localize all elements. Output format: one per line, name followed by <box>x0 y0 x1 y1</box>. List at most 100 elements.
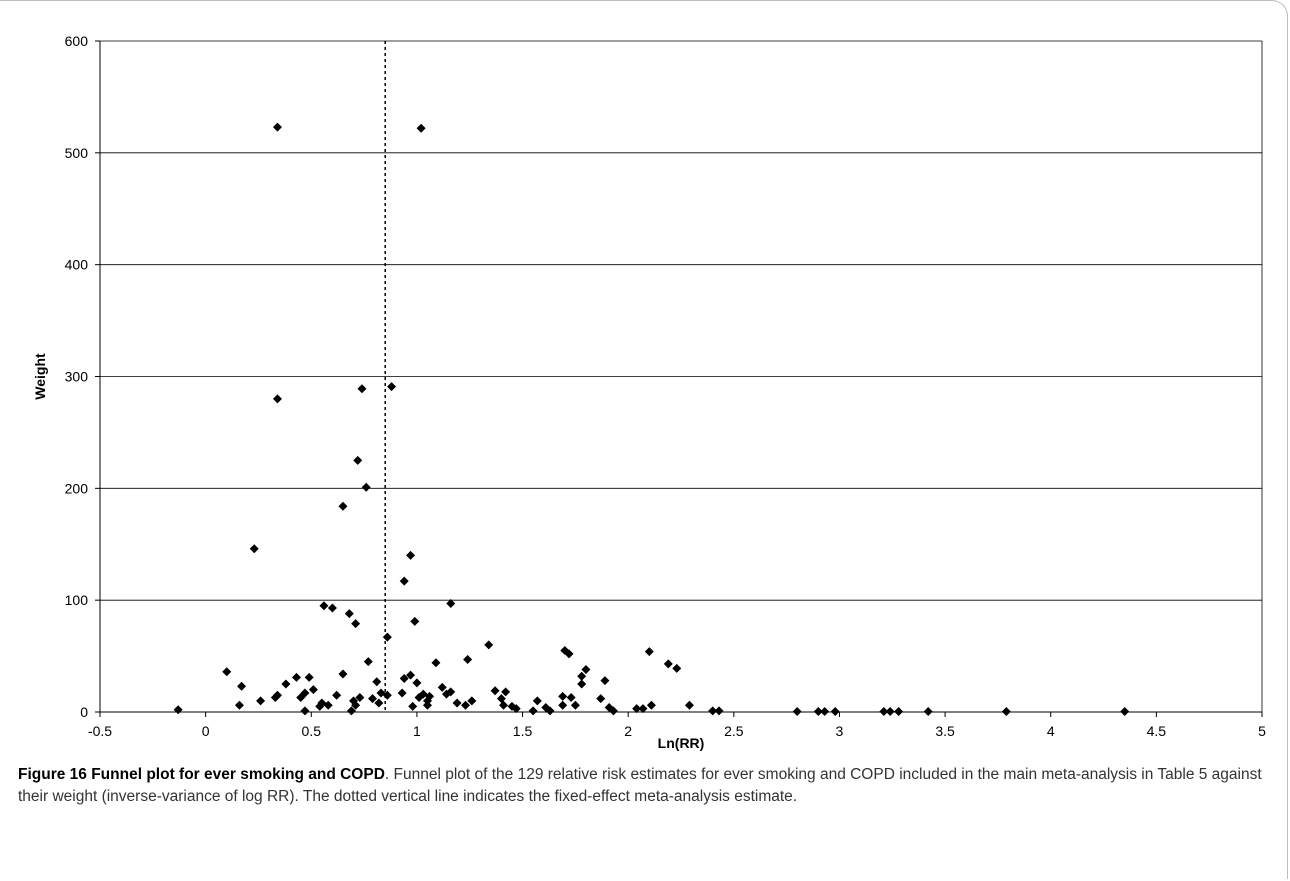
data-point <box>596 694 606 704</box>
data-point <box>363 657 373 667</box>
data-point <box>581 665 591 675</box>
data-point <box>564 649 574 659</box>
data-point <box>577 671 587 681</box>
y-tick-label: 500 <box>65 145 89 161</box>
data-point <box>441 689 451 699</box>
data-point <box>374 698 384 708</box>
y-axis-label: Weight <box>32 353 48 400</box>
data-point <box>406 670 416 680</box>
y-tick-label: 200 <box>65 480 89 496</box>
data-point <box>663 659 673 669</box>
x-tick-label: 3 <box>836 723 844 739</box>
data-point <box>368 694 378 704</box>
data-point <box>638 704 648 714</box>
data-point <box>416 123 426 133</box>
data-point <box>327 603 337 613</box>
y-tick-label: 400 <box>65 257 89 273</box>
x-tick-label: -0.5 <box>88 723 112 739</box>
data-point <box>406 550 416 560</box>
data-point <box>319 601 329 611</box>
data-point <box>632 704 642 714</box>
x-tick-label: 2 <box>624 723 632 739</box>
data-point <box>446 599 456 609</box>
data-point <box>351 700 361 710</box>
data-point <box>923 706 933 716</box>
data-point <box>830 706 840 716</box>
data-point <box>490 686 500 696</box>
data-point <box>511 704 521 714</box>
data-point <box>566 692 576 702</box>
data-point <box>399 673 409 683</box>
data-point <box>410 616 420 626</box>
data-point <box>499 700 509 710</box>
y-tick-label: 100 <box>65 592 89 608</box>
x-tick-label: 0 <box>202 723 210 739</box>
data-point <box>346 706 356 716</box>
x-tick-label: 0.5 <box>302 723 322 739</box>
caption-title: Figure 16 Funnel plot for ever smoking a… <box>18 766 385 783</box>
data-point <box>355 692 365 702</box>
data-point <box>1120 706 1130 716</box>
data-point <box>315 701 325 711</box>
data-point <box>545 706 555 716</box>
data-point <box>484 640 494 650</box>
data-point <box>608 706 618 716</box>
data-point <box>714 706 724 716</box>
data-point <box>256 696 266 706</box>
data-point <box>382 690 392 700</box>
x-tick-label: 5 <box>1258 723 1266 739</box>
caption-text: . Funnel plot of the 129 relative risk e… <box>18 766 1262 805</box>
data-point <box>528 706 538 716</box>
data-point <box>461 700 471 710</box>
data-point <box>304 672 314 682</box>
data-point <box>879 706 889 716</box>
data-point <box>496 694 506 704</box>
data-point <box>646 700 656 710</box>
data-point <box>234 700 244 710</box>
data-point <box>291 672 301 682</box>
data-point <box>272 394 282 404</box>
data-point <box>338 501 348 511</box>
data-point <box>397 688 407 698</box>
data-point <box>558 700 568 710</box>
data-point <box>708 706 718 716</box>
data-point <box>338 669 348 679</box>
x-tick-label: 2.5 <box>724 723 744 739</box>
data-point <box>387 382 397 392</box>
data-point <box>463 654 473 664</box>
data-point <box>577 679 587 689</box>
data-point <box>222 667 232 677</box>
data-point <box>357 384 367 394</box>
data-point <box>272 122 282 132</box>
x-tick-label: 1.5 <box>513 723 533 739</box>
x-tick-label: 4 <box>1047 723 1055 739</box>
data-point <box>281 679 291 689</box>
data-point <box>353 455 363 465</box>
x-axis-label: Ln(RR) <box>658 735 705 751</box>
data-point <box>361 482 371 492</box>
data-point <box>344 609 354 619</box>
x-tick-label: 3.5 <box>935 723 955 739</box>
data-point <box>399 576 409 586</box>
data-point <box>237 681 247 691</box>
y-tick-label: 300 <box>65 369 89 385</box>
data-point <box>431 658 441 668</box>
data-point <box>1001 706 1011 716</box>
data-point <box>684 700 694 710</box>
axes <box>95 40 1263 717</box>
data-point <box>894 706 904 716</box>
data-point <box>408 701 418 711</box>
data-point <box>532 696 542 706</box>
data-point <box>382 632 392 642</box>
y-tick-label: 600 <box>65 33 89 49</box>
gridlines <box>100 40 1262 601</box>
data-point <box>885 706 895 716</box>
data-point <box>414 692 424 702</box>
data-point <box>372 677 382 687</box>
x-tick-label: 1 <box>413 723 421 739</box>
data-point <box>452 698 462 708</box>
figure-caption: Figure 16 Funnel plot for ever smoking a… <box>18 764 1276 808</box>
data-point <box>249 544 259 554</box>
